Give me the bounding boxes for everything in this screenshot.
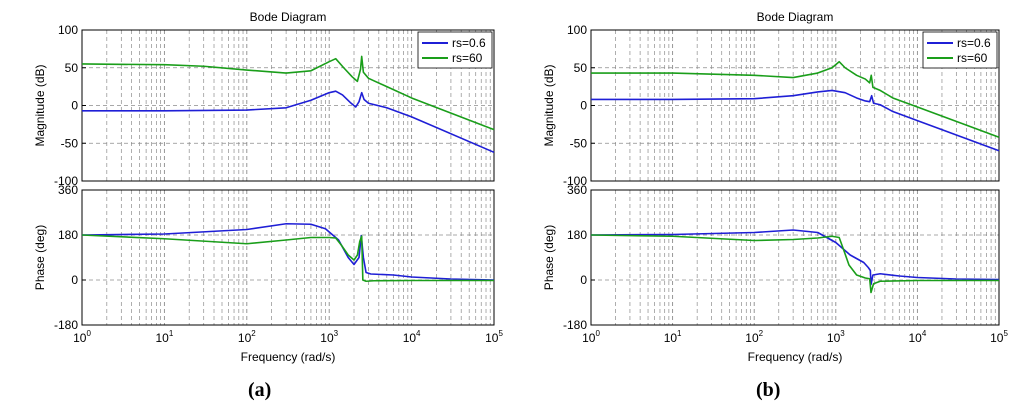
magnitude-ytick-label: 100 — [58, 23, 78, 37]
magnitude-ytick-label: -100 — [563, 174, 587, 188]
legend-label: rs=0.6 — [957, 36, 991, 50]
magnitude-ytick-label: 0 — [71, 99, 78, 113]
phase-line-rs-0-6 — [81, 222, 495, 281]
legend-label: rs=60 — [452, 51, 483, 65]
magnitude-line-rs-60 — [81, 55, 495, 131]
magnitude-ytick-label: 50 — [574, 61, 588, 75]
phase-axes-box — [590, 189, 1000, 326]
panel-label-b: (b) — [756, 379, 781, 401]
phase-ylabel: Phase (deg) — [33, 225, 47, 290]
xtick-label: 102 — [745, 329, 763, 345]
xlabel: Frequency (rad/s) — [748, 350, 843, 364]
magnitude-ytick-label: 0 — [580, 99, 587, 113]
phase-ytick-label: 0 — [580, 273, 587, 287]
chart-title: Bode Diagram — [757, 10, 834, 24]
phase-ytick-label: 180 — [567, 228, 587, 242]
phase-ytick-label: 0 — [71, 273, 78, 287]
phase-ytick-label: -180 — [563, 318, 587, 332]
xtick-label: 100 — [73, 329, 91, 345]
magnitude-line-rs-0-6 — [82, 90, 495, 154]
panel-label-a: (a) — [248, 379, 272, 401]
xtick-label: 105 — [990, 329, 1008, 345]
xtick-label: 103 — [827, 329, 845, 345]
xtick-label: 103 — [320, 329, 338, 345]
legend: rs=0.6rs=60 — [922, 31, 998, 69]
xtick-label: 102 — [238, 329, 256, 345]
phase-line-rs-0-6 — [590, 229, 1000, 286]
magnitude-ytick-label: -100 — [54, 174, 78, 188]
magnitude-ytick-label: -50 — [570, 136, 588, 150]
legend-label: rs=60 — [957, 51, 988, 65]
phase-ytick-label: 360 — [58, 183, 78, 197]
xtick-label: 104 — [403, 329, 421, 345]
legend-box — [922, 31, 998, 69]
xtick-label: 100 — [582, 329, 600, 345]
bode-panel-a: Bode Diagram -100 -50 0 50 100 Magnitude (dB) -… — [33, 10, 503, 364]
phase-ytick-label: -180 — [54, 318, 78, 332]
xtick-label: 101 — [664, 329, 682, 345]
magnitude-ylabel: Magnitude (dB) — [542, 64, 556, 146]
magnitude-ytick-label: 100 — [567, 23, 587, 37]
xtick-label: 105 — [485, 329, 503, 345]
magnitude-ytick-label: 50 — [65, 61, 79, 75]
chart-title: Bode Diagram — [250, 10, 327, 24]
legend-box — [417, 31, 493, 69]
legend: rs=0.6rs=60 — [417, 31, 493, 69]
xtick-label: 104 — [908, 329, 926, 345]
phase-line-rs-60 — [590, 234, 999, 294]
xtick-label: 101 — [155, 329, 173, 345]
magnitude-ytick-label: -50 — [61, 136, 79, 150]
phase-axes-box — [81, 189, 495, 326]
bode-panel-b: Bode Diagram -100 -50 0 50 100 Magnitude (dB) -… — [542, 10, 1008, 364]
magnitude-line-rs-60 — [591, 60, 1000, 138]
phase-line-rs-60 — [81, 234, 494, 283]
xlabel: Frequency (rad/s) — [241, 350, 336, 364]
magnitude-ylabel: Magnitude (dB) — [33, 64, 47, 146]
phase-ytick-label: 360 — [567, 183, 587, 197]
magnitude-line-rs-0-6 — [591, 89, 1000, 152]
legend-label: rs=0.6 — [452, 36, 486, 50]
phase-ylabel: Phase (deg) — [542, 225, 556, 290]
phase-ytick-label: 180 — [58, 228, 78, 242]
